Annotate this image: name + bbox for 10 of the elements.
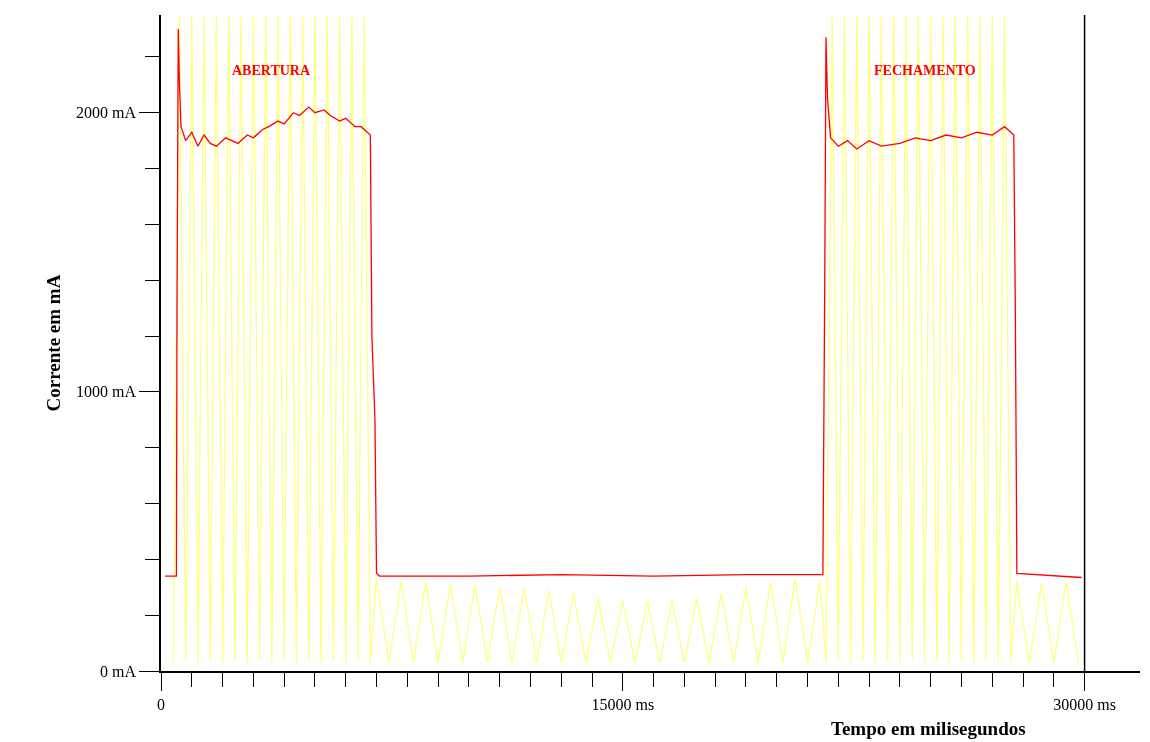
annotation: ABERTURA xyxy=(232,63,311,78)
x-tick-label: 30000 ms xyxy=(1053,695,1116,713)
y-axis-title: Corrente em mA xyxy=(43,274,65,412)
y-tick-label: 2000 mA xyxy=(76,104,137,122)
y-tick-label: 1000 mA xyxy=(76,383,137,401)
annotation: FECHAMENTO xyxy=(874,63,976,78)
x-axis-title: Tempo em milisegundos xyxy=(831,718,1026,739)
y-tick-label: 0 mA xyxy=(100,662,137,680)
x-tick-label: 0 xyxy=(157,695,165,713)
x-tick-label: 15000 ms xyxy=(591,695,655,713)
